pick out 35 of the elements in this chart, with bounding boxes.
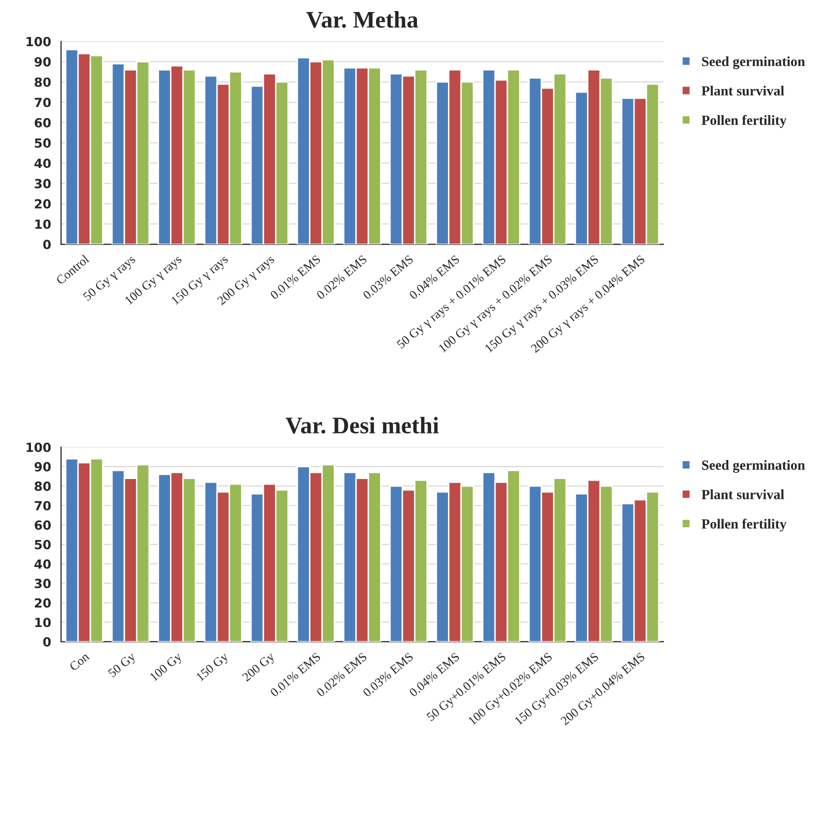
y-tick-label: 0 (43, 637, 51, 647)
x-tick-label: 100 Gy (149, 652, 184, 684)
y-tick-label: 50 (34, 540, 51, 550)
y-tick-label: 40 (34, 158, 51, 168)
y-tick-label: 80 (34, 482, 51, 491)
x-tick-label: 50 Gy (108, 652, 138, 680)
y-tick-label: 30 (34, 578, 51, 588)
x-tick-label: 200 Gy (242, 652, 277, 684)
y-tick-label: 80 (34, 77, 51, 87)
y-tick-label: 70 (34, 500, 51, 510)
y-tick-label: 60 (34, 118, 51, 128)
y-tick-label: 0 (43, 240, 51, 250)
y-tick-label: 50 (34, 138, 51, 148)
y-tick-label: 10 (35, 618, 51, 628)
legend-label: Plant survival (702, 86, 784, 96)
y-tick-label: 20 (34, 598, 51, 608)
legend-label: Plant survival (702, 489, 784, 500)
legend-label: Pollen fertility (702, 115, 786, 128)
y-tick-label: 100 (26, 36, 51, 46)
y-tick-label: 20 (34, 199, 51, 209)
y-tick-label: 60 (34, 520, 51, 530)
y-tick-label: 40 (34, 559, 51, 569)
y-tick-label: 90 (34, 462, 51, 472)
legend-label: Seed germination (702, 460, 805, 473)
x-tick-label: Con (68, 652, 90, 672)
y-tick-label: 100 (26, 442, 51, 452)
chart-title: Var. Metha (306, 11, 418, 28)
legend-label: Pollen fertility (702, 518, 786, 532)
y-tick-label: 30 (34, 178, 51, 188)
chart-title: Var. Desi methi (286, 416, 439, 434)
legend-label: Seed germination (702, 56, 805, 70)
y-tick-label: 10 (35, 219, 51, 229)
x-tick-label: 150 Gy (196, 652, 230, 684)
y-tick-label: 90 (34, 57, 51, 67)
y-tick-label: 70 (34, 98, 51, 108)
